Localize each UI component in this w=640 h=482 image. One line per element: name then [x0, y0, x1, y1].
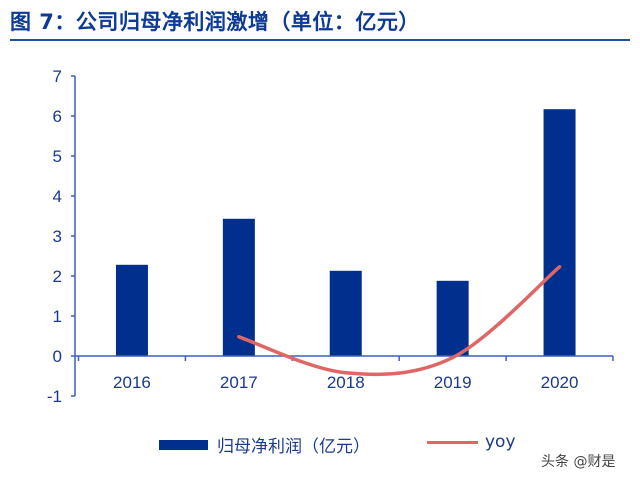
x-tick-label: 2019 — [434, 373, 472, 392]
y-tick-label: 7 — [53, 67, 62, 86]
y-tick-label: 5 — [53, 147, 62, 166]
x-tick-label: 2016 — [113, 373, 151, 392]
legend-label-bar: 归母净利润（亿元） — [217, 437, 370, 457]
title-underline — [10, 39, 630, 41]
legend-item-bar: 归母净利润（亿元） — [159, 432, 370, 457]
y-tick-label: -1 — [47, 387, 62, 406]
y-tick-label: 0 — [53, 347, 62, 366]
legend-item-line: yoy — [427, 432, 516, 452]
bar-2019 — [436, 280, 469, 356]
legend-swatch-bar — [159, 439, 208, 450]
y-tick-label: 2 — [53, 267, 62, 286]
y-tick-label: 3 — [53, 227, 62, 246]
chart-title: 图 7：公司归母净利润激增（单位：亿元） — [10, 10, 420, 34]
bar-2017 — [222, 218, 255, 356]
y-tick-label: 4 — [53, 187, 62, 206]
y-tick-label: 1 — [53, 307, 62, 326]
watermark: 头条 @财是 — [541, 454, 616, 470]
x-tick-label: 2017 — [220, 373, 258, 392]
bar-2020 — [543, 109, 576, 356]
legend-swatch-line — [427, 440, 478, 444]
x-tick-label: 2018 — [327, 373, 365, 392]
yoy-line — [237, 265, 562, 377]
bar-2016 — [115, 264, 148, 356]
x-tick-label: 2020 — [541, 373, 579, 392]
legend-label-line: yoy — [485, 432, 516, 452]
bar-2018 — [329, 270, 362, 356]
y-tick-label: 6 — [53, 107, 62, 126]
